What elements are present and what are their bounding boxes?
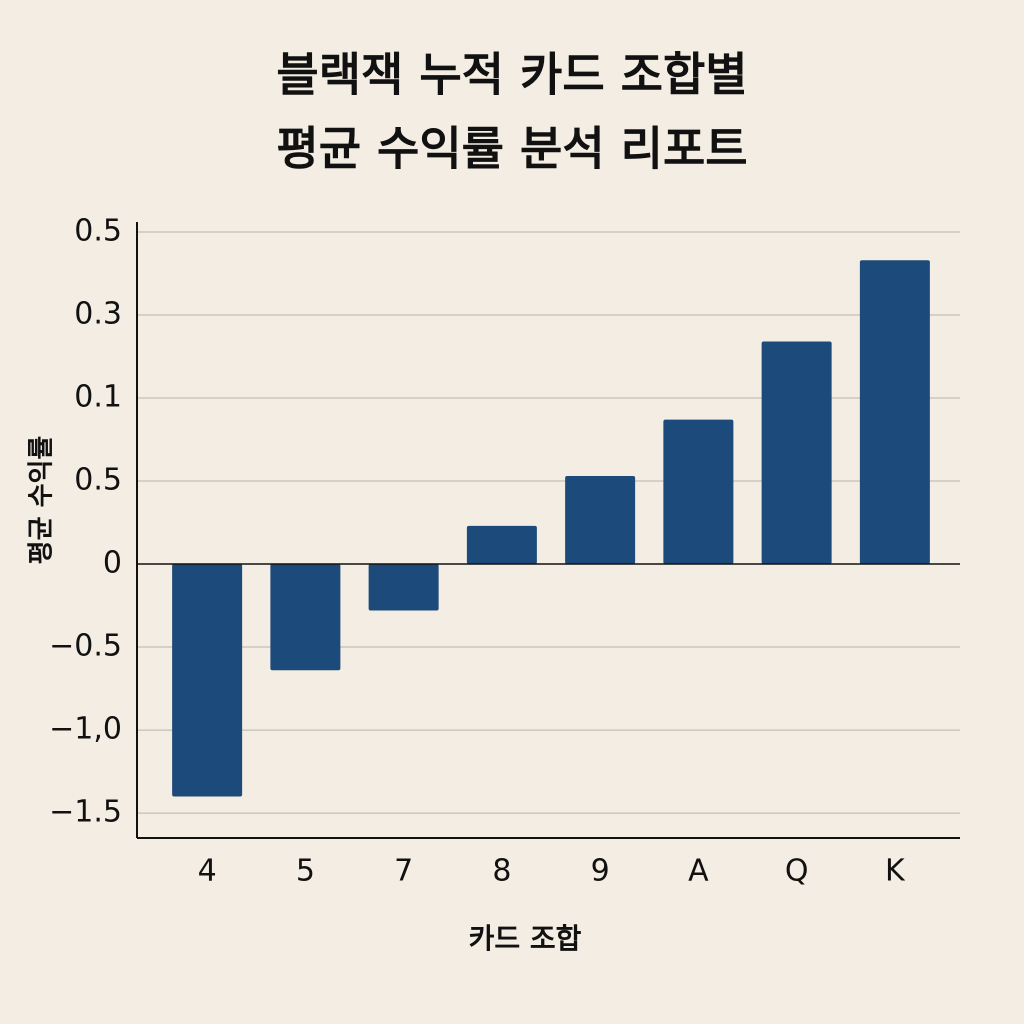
x-tick-label: 7 xyxy=(394,854,413,889)
y-tick-label: 0.1 xyxy=(74,380,122,415)
y-tick-label: 0 xyxy=(103,546,122,581)
chart-title: 블랙잭 누적 카드 조합별 xyxy=(276,48,747,102)
bar xyxy=(565,476,636,565)
bar xyxy=(172,564,243,797)
x-tick-label: Q xyxy=(785,854,809,889)
bar xyxy=(859,260,930,565)
bar xyxy=(368,564,439,611)
y-tick-label: −1.5 xyxy=(49,795,122,830)
x-tick-label: 9 xyxy=(591,854,610,889)
x-tick-label: 8 xyxy=(492,854,511,889)
x-tick-label: 4 xyxy=(198,854,217,889)
x-axis-label: 카드 조합 xyxy=(469,922,582,955)
bar xyxy=(761,341,832,565)
x-tick-label: A xyxy=(688,854,709,889)
chart-title: 평균 수익률 분석 리포트 xyxy=(276,122,747,176)
bar xyxy=(663,419,734,565)
y-axis-label: 평균 수익률 xyxy=(27,436,57,565)
x-tick-label: 5 xyxy=(296,854,315,889)
bar xyxy=(466,525,537,565)
y-tick-label: −0.5 xyxy=(49,629,122,664)
y-tick-label: −1,0 xyxy=(49,712,122,747)
x-tick-label: K xyxy=(885,854,906,889)
y-tick-label: 0.5 xyxy=(74,463,122,498)
y-tick-label: 0.5 xyxy=(74,213,122,248)
y-tick-label: 0.3 xyxy=(74,296,122,331)
bar xyxy=(270,564,341,671)
